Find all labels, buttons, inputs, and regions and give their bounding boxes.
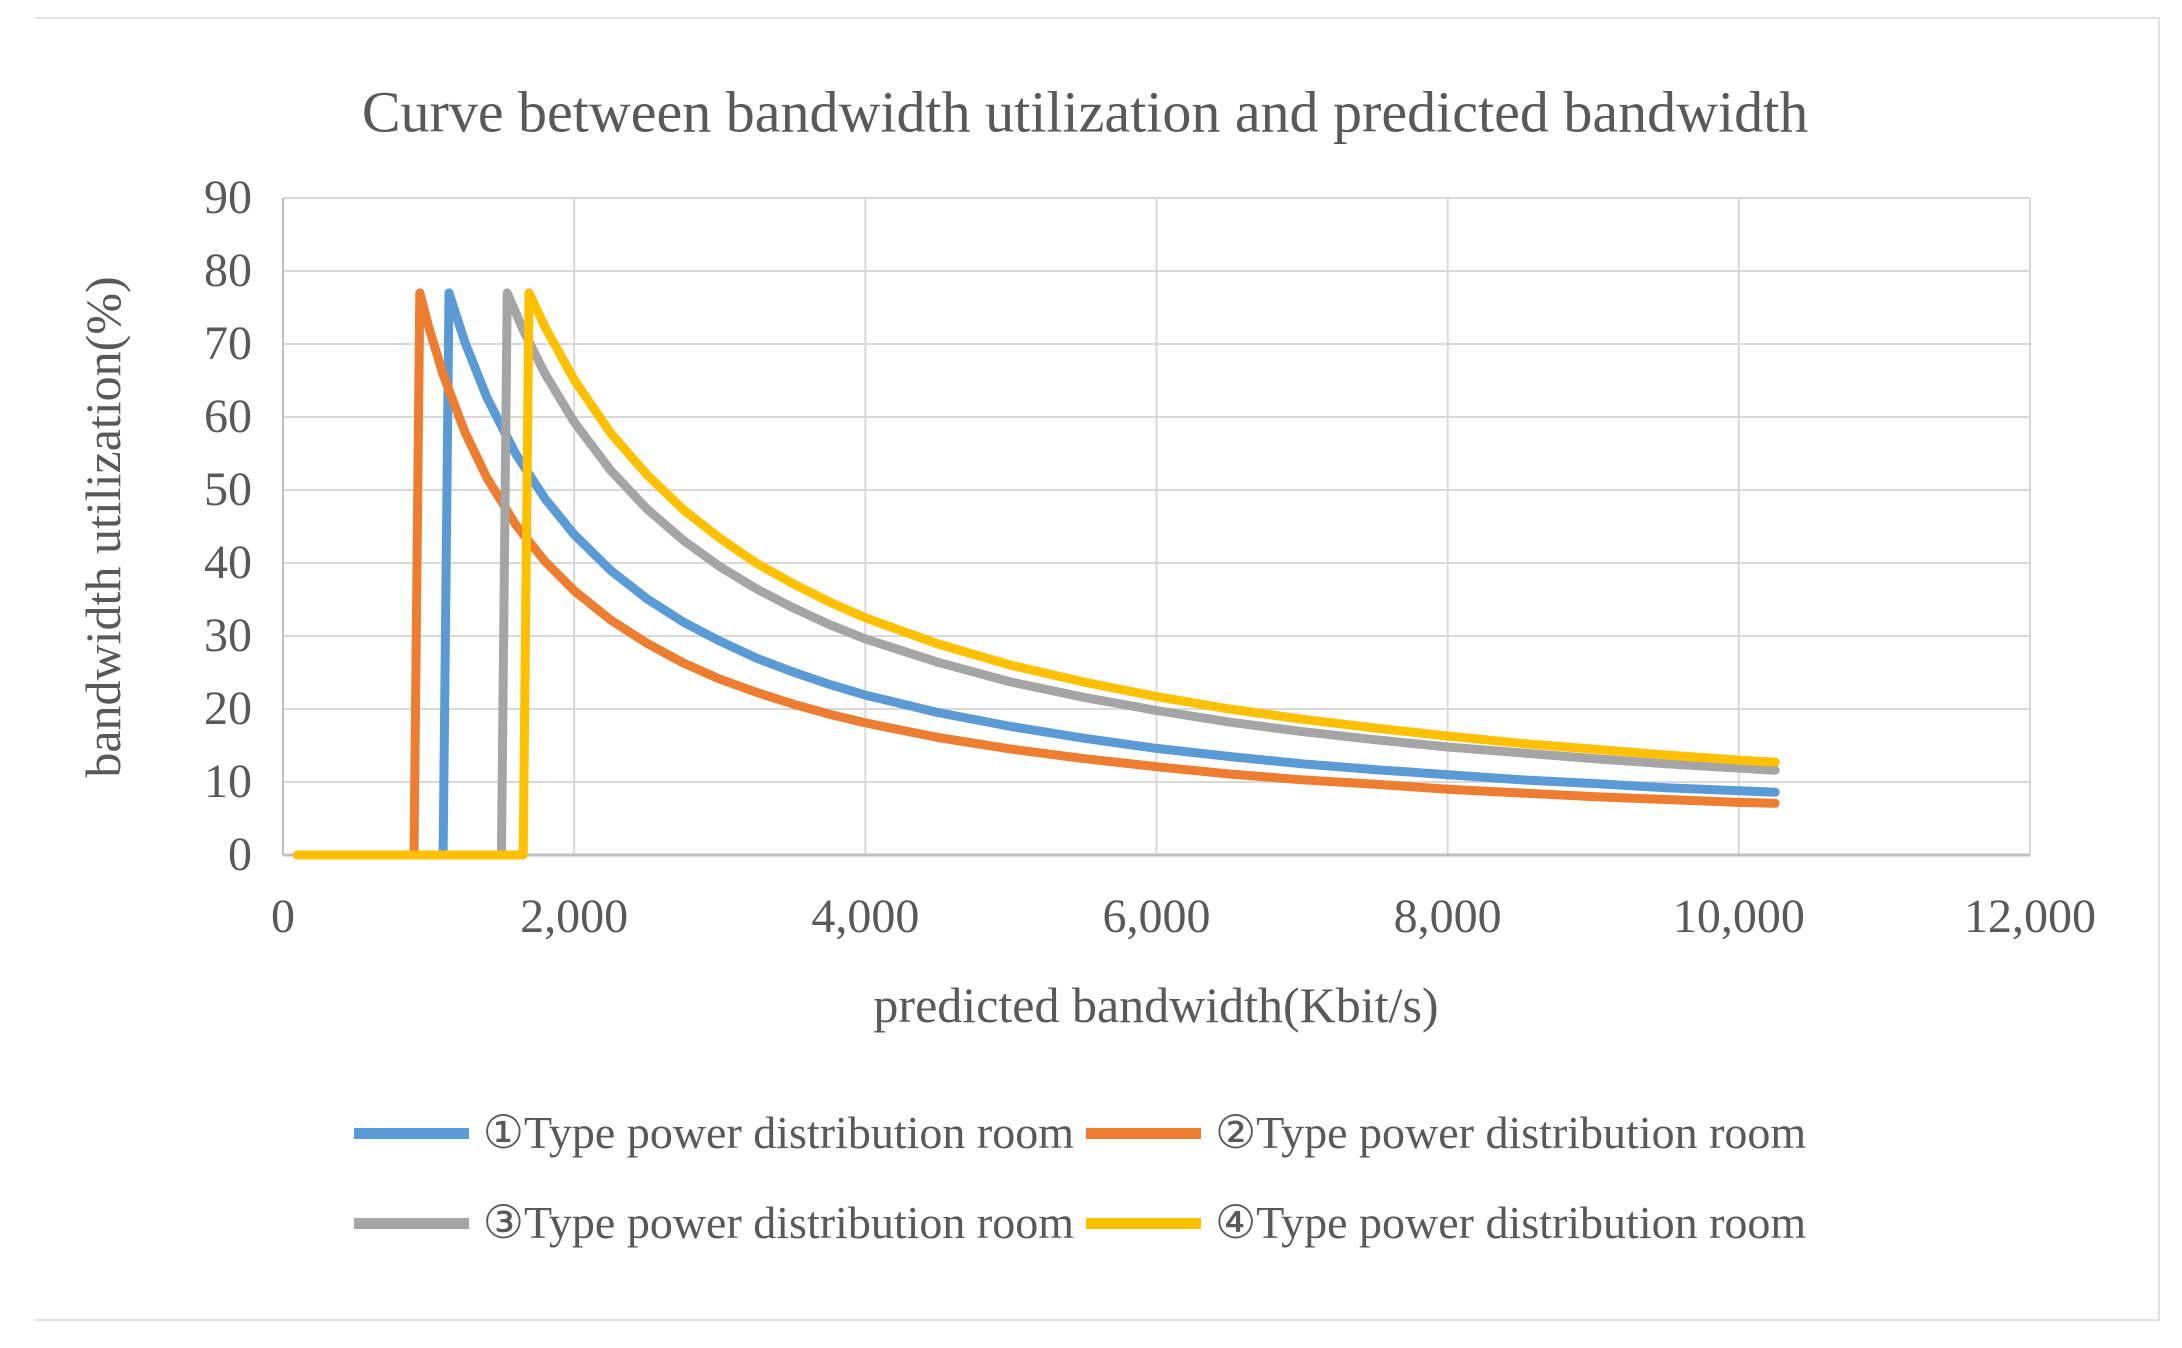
y-tick-label: 60 [204, 390, 252, 443]
y-tick-label: 0 [228, 828, 252, 881]
series-line-1 [293, 288, 1780, 860]
legend-swatch-4 [1086, 1217, 1201, 1229]
legend-item-2: ②Type power distribution room [1086, 1105, 1806, 1161]
legend-swatch-2 [1086, 1127, 1201, 1139]
x-tick-label: 6,000 [1102, 890, 1211, 943]
legend-label-3: ③Type power distribution room [482, 1197, 1074, 1248]
legend-item-3: ③Type power distribution room [353, 1195, 1074, 1251]
legend-label-4: ④Type power distribution room [1215, 1197, 1807, 1248]
x-axis-title: predicted bandwidth(Kbit/s) [873, 977, 1439, 1033]
series-line-4 [293, 288, 1780, 860]
plot-area [282, 197, 2031, 860]
x-tick-label: 4,000 [811, 890, 920, 943]
y-tick-label: 40 [204, 536, 252, 589]
x-tick-label: 8,000 [1393, 890, 1502, 943]
legend-swatch-1 [353, 1127, 469, 1139]
y-tick-label: 70 [204, 317, 252, 370]
x-tick-label: 10,000 [1672, 890, 1805, 943]
y-tick-label: 30 [204, 609, 252, 662]
legend-item-4: ④Type power distribution room [1086, 1195, 1806, 1251]
x-tick-label: 12,000 [1964, 890, 2096, 943]
legend-swatch-3 [353, 1217, 469, 1229]
x-tick-label: 2,000 [520, 890, 629, 943]
legend-row-1: ①Type power distribution room ②Type power… [348, 1105, 1812, 1161]
series-line-3 [293, 288, 1780, 860]
chart-frame [35, 17, 2160, 1321]
chart-legend: ①Type power distribution room ②Type power… [0, 1105, 2160, 1251]
y-tick-label: 10 [204, 755, 252, 808]
y-tick-label: 90 [204, 171, 252, 224]
legend-label-2: ②Type power distribution room [1215, 1107, 1807, 1158]
y-tick-label: 80 [204, 244, 252, 297]
legend-label-1: ①Type power distribution room [482, 1107, 1074, 1158]
y-tick-label: 50 [204, 463, 252, 516]
legend-row-2: ③Type power distribution room ④Type power… [348, 1195, 1812, 1251]
series-line-2 [293, 288, 1780, 860]
y-tick-label: 20 [204, 682, 252, 735]
chart-title: Curve between bandwidth utilization and … [361, 79, 1809, 145]
legend-item-1: ①Type power distribution room [353, 1105, 1074, 1161]
x-tick-label: 0 [271, 890, 295, 943]
